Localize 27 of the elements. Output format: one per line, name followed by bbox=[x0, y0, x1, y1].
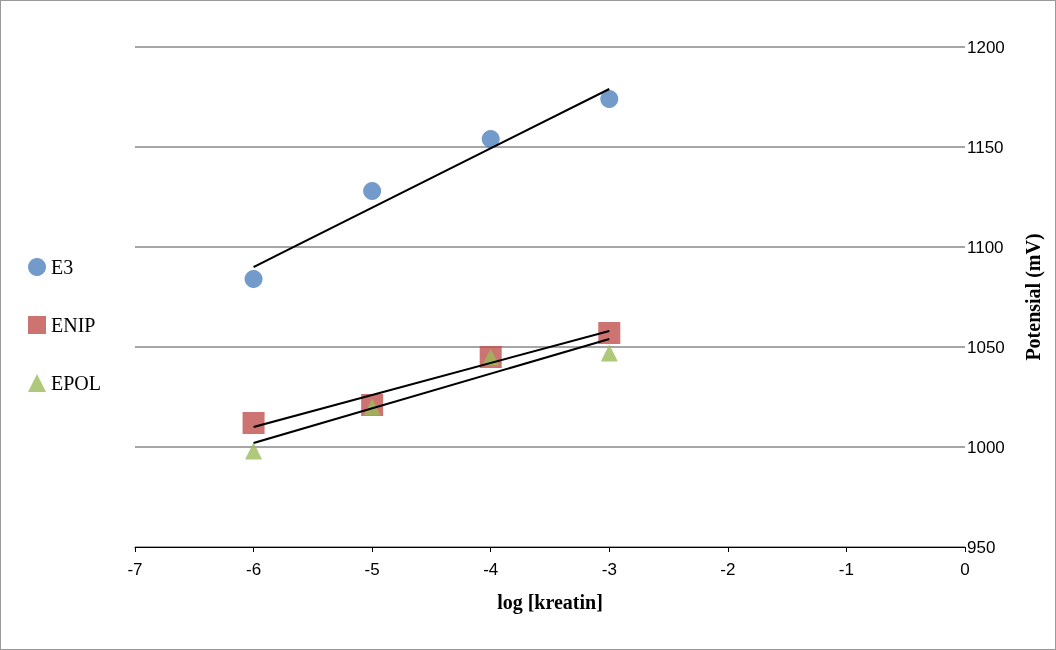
legend-label: E3 bbox=[51, 256, 74, 278]
point bbox=[600, 90, 619, 108]
point bbox=[242, 412, 265, 434]
x-tick-label: -5 bbox=[364, 560, 380, 579]
y-tick-label: 950 bbox=[967, 537, 996, 557]
point bbox=[244, 270, 263, 288]
x-tick-label: -7 bbox=[127, 560, 143, 579]
legend-label: ENIP bbox=[51, 314, 96, 336]
y-tick-label: 1200 bbox=[967, 37, 1005, 57]
y-axis-title: Potensial (mV) bbox=[1022, 233, 1045, 361]
legend-label: EPOL bbox=[51, 372, 101, 394]
point bbox=[600, 344, 618, 362]
point bbox=[481, 130, 500, 148]
point bbox=[598, 322, 621, 344]
point bbox=[363, 182, 382, 200]
x-tick-label: -6 bbox=[246, 560, 262, 579]
x-tick-label: 0 bbox=[960, 560, 970, 579]
x-tick-label: -4 bbox=[483, 560, 499, 579]
point bbox=[245, 442, 263, 460]
x-tick-label: -2 bbox=[720, 560, 736, 579]
y-tick-label: 1050 bbox=[967, 337, 1005, 357]
y-tick-label: 1100 bbox=[967, 237, 1004, 257]
x-axis-title: log [kreatin] bbox=[497, 591, 603, 614]
y-tick-label: 1000 bbox=[967, 437, 1005, 457]
x-tick-label: -3 bbox=[601, 560, 617, 579]
x-tick-label: -1 bbox=[838, 560, 854, 579]
y-tick-label: 1150 bbox=[967, 137, 1004, 157]
